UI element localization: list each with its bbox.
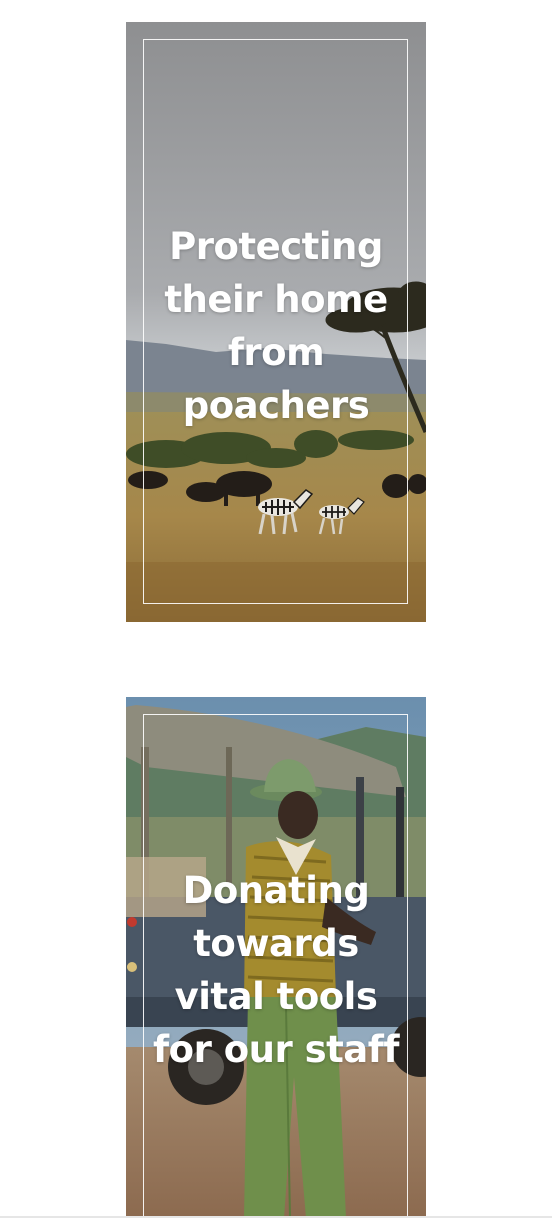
card-frame [143,39,408,604]
ranger-figure [244,759,376,1218]
card-caption: Protecting their home from poachers [164,225,388,427]
acacia-tree [325,281,426,433]
card-caption: Donating towards vital tools for our sta… [153,869,399,1071]
campaign-card-donating-tools[interactable]: Donating towards vital tools for our sta… [126,697,426,1218]
campaign-card-protecting-home[interactable]: Protecting their home from poachers [126,22,426,622]
bottom-divider [0,1216,552,1218]
ranger-with-vehicle-photo [126,697,426,1218]
savanna-wildlife-photo [126,22,426,622]
card-frame [143,714,408,1218]
zebras [258,489,365,535]
